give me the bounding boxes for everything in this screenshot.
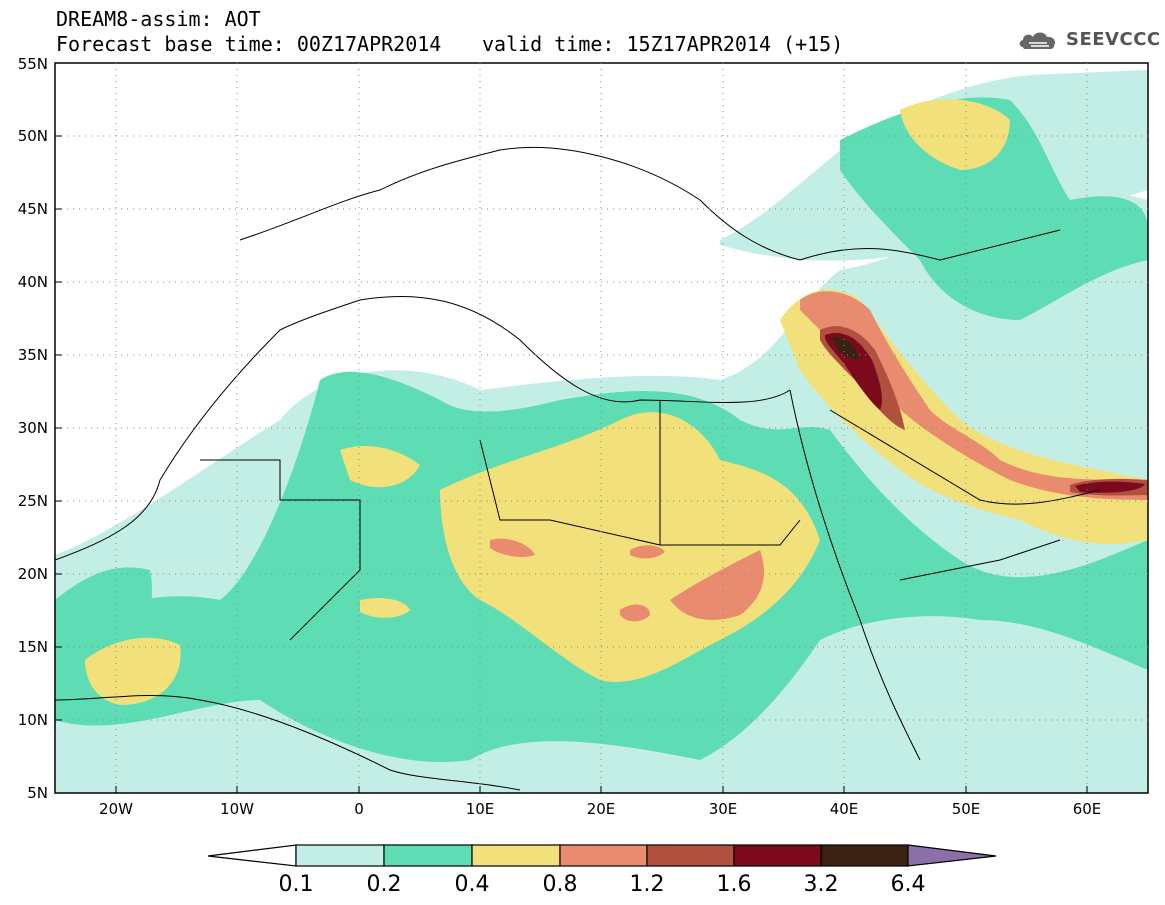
forecast-base-time: Forecast base time: 00Z17APR2014 [56, 32, 442, 56]
lon-label: 20E [586, 800, 616, 818]
lat-label: 10N [17, 711, 48, 729]
ticks [55, 62, 1088, 793]
colorbar-box-3 [471, 844, 561, 867]
colorbar-left-arrow [207, 844, 297, 867]
coastlines [55, 147, 1101, 791]
lon-label: 30E [708, 800, 738, 818]
lon-label: 10E [465, 800, 495, 818]
lat-label: 35N [17, 346, 48, 364]
colorbar-box-4 [559, 844, 648, 867]
colorbar [207, 844, 997, 867]
colorbar-label: 1.2 [629, 872, 665, 897]
lat-label: 45N [17, 200, 48, 218]
map-title: DREAM8-assim: AOT [56, 7, 261, 31]
colorbar-box-7 [820, 844, 909, 867]
lat-label: 5N [27, 784, 48, 802]
lat-label: 30N [17, 419, 48, 437]
colorbar-label: 0.4 [454, 872, 490, 897]
logo-text: SEEVCCC [1066, 29, 1161, 50]
colorbar-box-6 [733, 844, 822, 867]
valid-time: valid time: 15Z17APR2014 (+15) [482, 32, 844, 56]
lat-label: 40N [17, 273, 48, 291]
gridlines [55, 63, 1148, 793]
lat-label: 15N [17, 638, 48, 656]
colorbar-label: 3.2 [803, 872, 839, 897]
colorbar-label: 0.8 [542, 872, 578, 897]
colorbar-label: 0.1 [278, 872, 314, 897]
lat-label: 50N [17, 127, 48, 145]
colorbar-box-2 [383, 844, 473, 867]
colorbar-label: 6.4 [890, 872, 926, 897]
lon-label: 60E [1072, 800, 1102, 818]
lat-label: 25N [17, 492, 48, 510]
lon-label: 40E [829, 800, 859, 818]
colorbar-right-arrow [907, 844, 997, 867]
lon-label: 20W [99, 800, 133, 818]
colorbar-label: 0.2 [366, 872, 402, 897]
lon-label: 0 [354, 800, 364, 818]
colorbar-box-5 [646, 844, 735, 867]
colorbar-box-1 [295, 844, 385, 867]
colorbar-label: 1.6 [716, 872, 752, 897]
lat-label: 55N [17, 55, 48, 73]
lon-label: 10W [220, 800, 254, 818]
lat-label: 20N [17, 565, 48, 583]
cloud-icon [1019, 32, 1056, 49]
lon-label: 50E [951, 800, 981, 818]
aot-field [55, 70, 1148, 793]
